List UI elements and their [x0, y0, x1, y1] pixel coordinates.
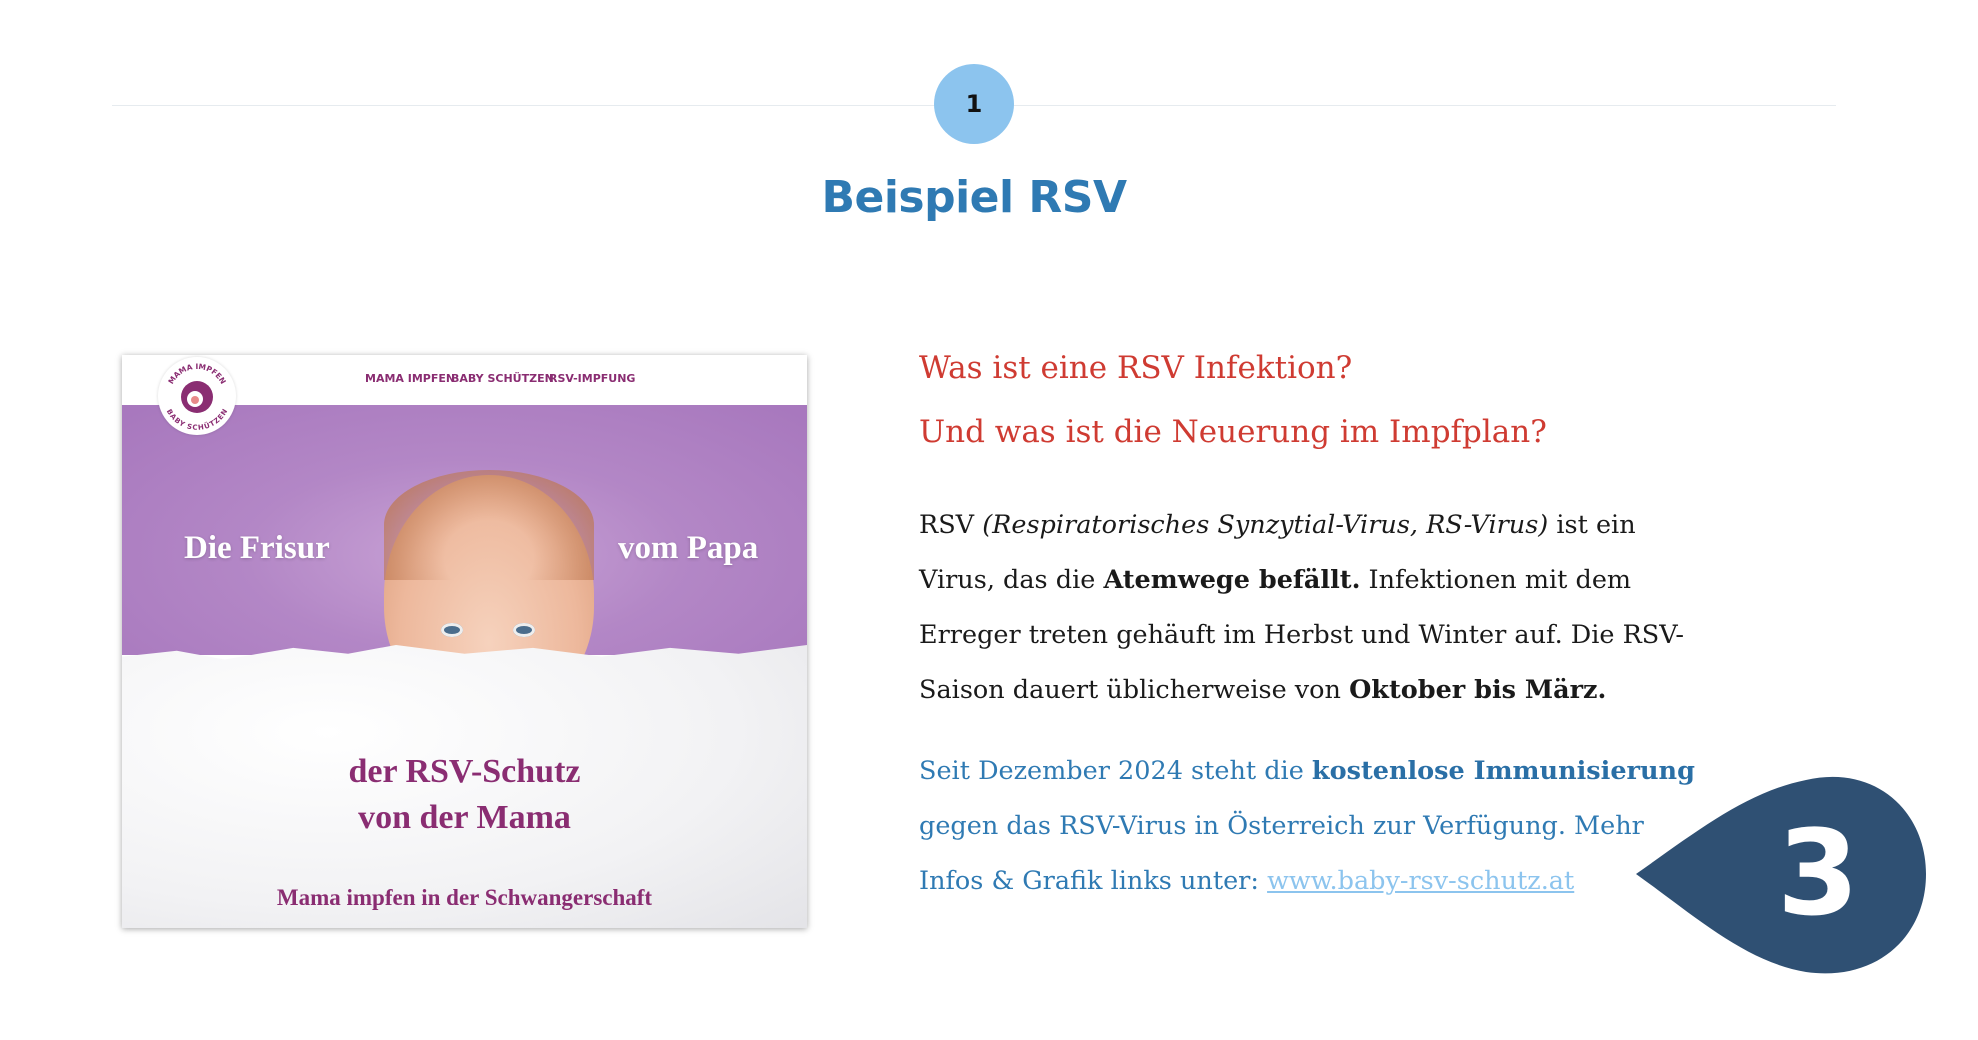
callout-number: 3 — [1777, 804, 1859, 942]
bold-text: Oktober bis März. — [1349, 675, 1607, 705]
text-run: Virus, das die — [919, 565, 1104, 595]
paragraph-line: Saison dauert üblicherweise von Oktober … — [919, 663, 1684, 718]
question-heading-2: Und was ist die Neuerung im Impfplan? — [919, 414, 1547, 450]
promo-footer: Mama impfen in der Schwangerschaft — [276, 885, 653, 910]
text-run: Infos & Grafik links unter: — [919, 866, 1268, 896]
immunisation-info-paragraph: Seit Dezember 2024 steht die kostenlose … — [919, 744, 1695, 909]
text-run: ist ein — [1548, 510, 1636, 540]
question-heading-1: Was ist eine RSV Infektion? — [919, 350, 1353, 386]
paragraph-line: Infos & Grafik links unter: www.baby-rsv… — [919, 854, 1695, 909]
promo-nav-item: RSV-IMPFUNG — [549, 372, 636, 385]
text-run: Infektionen mit dem — [1360, 565, 1632, 595]
text-run: RSV — [919, 510, 983, 540]
text-run: gegen das RSV-Virus in Österreich zur Ve… — [919, 811, 1644, 841]
baby-eye — [513, 623, 535, 637]
callout-badge-3: 3 — [1636, 776, 1926, 974]
rsv-description-paragraph: RSV (Respiratorisches Synzytial-Virus, R… — [919, 498, 1684, 718]
paragraph-line: Seit Dezember 2024 steht die kostenlose … — [919, 744, 1695, 799]
promo-headline-left: Die Frisur — [184, 530, 330, 566]
paragraph-line: gegen das RSV-Virus in Österreich zur Ve… — [919, 799, 1695, 854]
bold-text: kostenlose Immunisierung — [1311, 756, 1695, 786]
teardrop-shape — [1636, 776, 1926, 974]
baby-eye — [441, 623, 463, 637]
promo-tagline-2: von der Mama — [358, 799, 571, 836]
text-run: Saison dauert üblicherweise von — [919, 675, 1350, 705]
promo-tagline-1: der RSV-Schutz — [348, 753, 581, 790]
paragraph-line: Virus, das die Atemwege befällt. Infekti… — [919, 553, 1684, 608]
paragraph-line: Erreger treten gehäuft im Herbst und Win… — [919, 608, 1684, 663]
text-run: Erreger treten gehäuft im Herbst und Win… — [919, 620, 1684, 650]
text-run: Seit Dezember 2024 steht die — [919, 756, 1312, 786]
website-link[interactable]: www.baby-rsv-schutz.at — [1267, 866, 1575, 896]
promo-nav-item: MAMA IMPFEN — [365, 372, 456, 385]
promo-headline-right: vom Papa — [618, 530, 759, 566]
step-number-badge: 1 — [934, 64, 1014, 144]
section-title: Beispiel RSV — [821, 172, 1127, 223]
italic-text: (Respiratorisches Synzytial-Virus, RS-Vi… — [982, 510, 1549, 540]
rsv-campaign-image: MAMA IMPFEN BABY SCHÜTZEN RSV-IMPFUNG MA… — [122, 355, 807, 928]
baby-hair — [384, 470, 594, 580]
promo-header-bar: MAMA IMPFEN BABY SCHÜTZEN RSV-IMPFUNG — [122, 355, 807, 405]
paragraph-line: RSV (Respiratorisches Synzytial-Virus, R… — [919, 498, 1684, 553]
white-towel — [122, 645, 807, 928]
promo-nav-item: BABY SCHÜTZEN — [451, 372, 554, 385]
mama-impfen-logo: MAMA IMPFEN BABY SCHÜTZEN — [158, 357, 236, 435]
bold-text: Atemwege befällt. — [1103, 565, 1361, 595]
